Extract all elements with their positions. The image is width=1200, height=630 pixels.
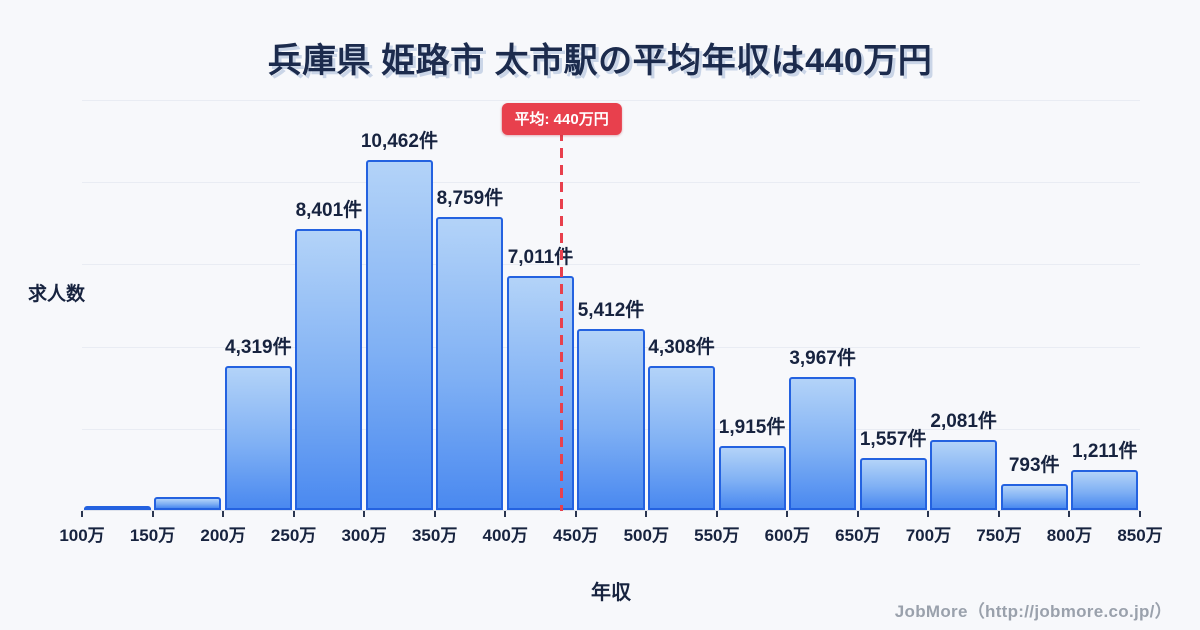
- tick-mark: [1139, 511, 1141, 517]
- bar-value-label: 3,967件: [789, 348, 856, 370]
- x-tick-label: 300万: [341, 526, 387, 545]
- tick-mark: [856, 511, 859, 517]
- tick-mark: [81, 511, 83, 517]
- bar: [224, 365, 292, 510]
- bar-value-label: 1,211件: [1071, 440, 1138, 462]
- bar-value-label: 8,759件: [436, 188, 504, 210]
- tick-mark: [151, 511, 154, 517]
- bar: [718, 446, 786, 510]
- tick-mark: [363, 511, 366, 517]
- chart-title: 兵庫県 姫路市 太市駅の平均年収は440万円: [267, 42, 933, 80]
- bar: [859, 457, 927, 510]
- bar: [154, 496, 222, 510]
- x-tick-label: 150万: [129, 526, 176, 545]
- x-tick-label: 650万: [835, 526, 881, 545]
- x-tick-label: 550万: [694, 526, 740, 545]
- x-tick-label: 800万: [1046, 526, 1093, 545]
- tick-mark: [645, 511, 648, 517]
- bar: [506, 275, 574, 510]
- gridline: [82, 264, 1140, 266]
- x-tick-label: 350万: [411, 526, 458, 545]
- bar-value-label: 4,308件: [648, 337, 715, 359]
- x-tick-label: 700万: [905, 526, 952, 545]
- tick-mark: [222, 511, 225, 517]
- gridline: [82, 182, 1140, 184]
- tick-mark: [715, 511, 718, 517]
- bar-value-label: 7,011件: [507, 246, 574, 268]
- bar-value-label: 5,412件: [577, 300, 645, 322]
- chart-plot-area: 4,319件 8,401件 10,462件 8,759件 7,011件 5,412件 4,3…: [59, 100, 1163, 545]
- bar: [436, 217, 504, 510]
- bar-value-label: 10,462件: [360, 131, 438, 153]
- y-axis-label: 求人数: [28, 284, 86, 305]
- x-tick-label: 600万: [764, 526, 811, 545]
- tick-mark: [1068, 511, 1071, 517]
- footer-credit: JobMore（http://jobmore.co.jp/）: [894, 602, 1172, 621]
- bar: [930, 440, 998, 510]
- tick-mark: [292, 511, 295, 517]
- x-tick-label: 400万: [482, 526, 528, 545]
- tick-mark: [504, 511, 507, 517]
- tick-mark: [574, 511, 577, 517]
- average-line: [560, 131, 564, 511]
- bar: [1071, 469, 1139, 510]
- bar-value-label: 2,081件: [930, 411, 997, 433]
- x-tick-label: 200万: [200, 526, 246, 545]
- x-tick-label: 250万: [270, 526, 317, 545]
- bar: [648, 366, 716, 510]
- tick-mark: [927, 511, 930, 517]
- bar: [577, 329, 645, 510]
- bar-value-label: 8,401件: [295, 200, 363, 222]
- bar: [1000, 483, 1068, 510]
- bar-value-label: 1,915件: [718, 417, 786, 439]
- tick-mark: [997, 511, 1000, 517]
- bar: [295, 229, 363, 510]
- tick-mark: [433, 511, 436, 517]
- x-tick-label: 100万: [59, 526, 105, 545]
- bar-value-label: 793件: [1008, 454, 1060, 476]
- gridline: [82, 100, 1140, 101]
- tick-mark: [786, 511, 789, 517]
- average-badge: 平均: 440万円: [501, 103, 622, 135]
- x-tick-label: 450万: [553, 526, 599, 545]
- x-tick-label: 750万: [976, 526, 1022, 545]
- bar-value-label: 1,557件: [859, 428, 927, 450]
- x-tick-label: 500万: [623, 526, 669, 545]
- bar: [365, 160, 433, 510]
- bar: [83, 506, 151, 510]
- x-axis-label: 年収: [591, 582, 631, 604]
- bar-value-label: 4,319件: [225, 336, 292, 358]
- x-tick-label: 850万: [1117, 526, 1163, 545]
- bar: [789, 377, 857, 510]
